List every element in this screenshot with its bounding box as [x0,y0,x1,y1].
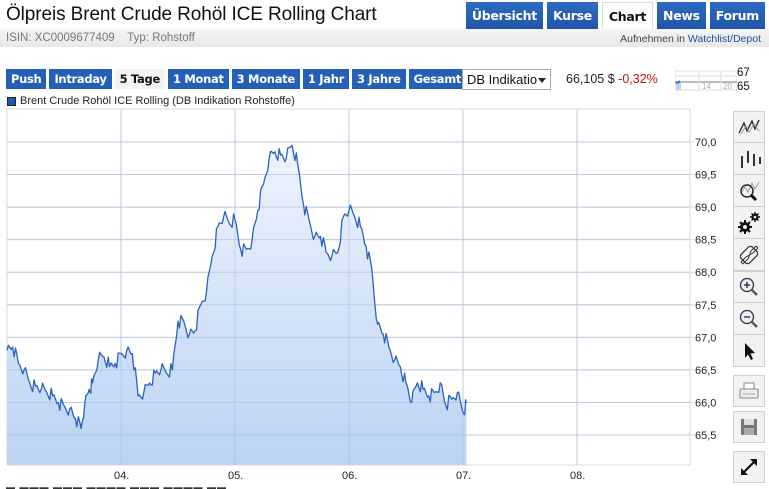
fullscreen-button[interactable] [733,451,765,483]
range-push-button[interactable]: Push [6,69,47,89]
tab-forum[interactable]: Forum [709,2,765,29]
price-chart[interactable]: 70,0 69,5 69,0 68,5 68,0 67,5 67,0 66,5 66,0 65,5… [0,100,730,489]
watchlist-link[interactable]: Watchlist/Depot [687,33,761,45]
ohlc-chart-icon [741,150,761,168]
tab-uebersicht[interactable]: Übersicht [465,2,543,29]
page-title: Ölpreis Brent Crude Rohöl ICE Rolling Ch… [6,4,377,25]
instrument-info: ISIN: XC0009677409 Typ: Rohstoff [6,32,195,44]
zoom-toolbar [733,271,765,367]
settings-button[interactable] [733,207,765,239]
svg-text:08.: 08. [570,470,585,482]
chevron-down-icon [538,78,546,83]
save-button[interactable] [733,411,765,443]
isin-label: ISIN: XC0009677409 [6,32,115,44]
svg-text:14: 14 [702,82,711,91]
range-1-monat-button[interactable]: 1 Monat [167,69,229,89]
watchlist-prompt: Aufnehmen in Watchlist/Depot [620,33,761,45]
mini-chart-bottom-label: 65 [737,81,750,93]
zoom-out-icon [739,309,758,328]
range-3-monate-button[interactable]: 3 Monate [231,69,300,89]
svg-text:68,5: 68,5 [695,235,716,247]
last-price: 66,105 $ [566,72,615,86]
zoom-in-button[interactable] [733,271,765,303]
mini-chart-graphic: 14 20 [675,70,737,91]
indicator-search-icon [740,181,760,201]
print-toolbar [733,375,765,407]
svg-text:06.: 06. [342,470,357,482]
type-label: Typ: Rohstoff [127,32,195,44]
zoom-in-icon [739,277,758,296]
quote: 66,105 $ -0,32% [566,72,658,86]
indicator-button[interactable] [733,175,765,207]
mini-chart-navigator[interactable]: 14 20 67 65 [675,67,765,93]
x-axis-labels: 04. 05. 06. 07. 08. [114,470,585,482]
fullscreen-toolbar [733,451,765,483]
main-nav: Übersicht Kurse Chart News Forum [465,2,765,30]
bottom-legend-cutoff: ▬ ▬▬▬ ▬▬▬ ▬▬▬▬ ▬▬▬ ▬▬▬▬ ▬▬ [6,482,228,489]
pointer-icon [745,342,755,360]
range-1-jahr-button[interactable]: 1 Jahr [302,69,349,89]
watchlist-prefix: Aufnehmen in [620,33,685,45]
svg-text:66,5: 66,5 [695,365,716,377]
chart-legend: Brent Crude Rohöl ICE Rolling (DB Indika… [7,95,295,107]
svg-text:07.: 07. [456,470,471,482]
svg-text:67,5: 67,5 [695,300,716,312]
svg-text:65,5: 65,5 [695,430,716,442]
zoom-out-button[interactable] [733,303,765,335]
svg-text:70,0: 70,0 [695,137,716,149]
fullscreen-icon [741,459,757,475]
svg-text:68,0: 68,0 [695,267,716,279]
range-selector: Push Intraday 5 Tage 1 Monat 3 Monate 1 … [6,69,467,89]
save-icon [741,419,757,435]
range-intraday-button[interactable]: Intraday [49,69,112,89]
range-gesamt-button[interactable]: Gesamt [408,69,467,89]
settings-gears-icon [738,211,760,234]
pointer-button[interactable] [733,335,765,367]
svg-text:20: 20 [723,82,732,91]
line-chart-button[interactable] [733,111,765,143]
mini-chart-top-label: 67 [737,67,750,79]
range-5-tage-button[interactable]: 5 Tage [114,69,165,89]
svg-text:69,0: 69,0 [695,202,716,214]
ohlc-chart-button[interactable] [733,143,765,175]
tab-kurse[interactable]: Kurse [546,2,598,29]
save-toolbar [733,411,765,443]
print-icon [739,382,759,399]
info-bar [0,29,769,47]
price-change: -0,32% [618,72,658,86]
price-line [6,144,468,430]
svg-text:66,0: 66,0 [695,397,716,409]
svg-text:04.: 04. [114,470,129,482]
tab-news[interactable]: News [657,2,706,29]
svg-text:69,5: 69,5 [695,170,716,182]
link-icon [739,245,759,264]
svg-text:67,0: 67,0 [695,332,716,344]
y-axis-labels: 70,0 69,5 69,0 68,5 68,0 67,5 67,0 66,5 66,0 65,5 [695,137,716,442]
exchange-select-value: DB Indikatio [467,72,538,87]
chart-type-toolbar [733,111,765,271]
print-button[interactable] [733,375,765,407]
exchange-select[interactable]: DB Indikatio [462,69,551,90]
svg-text:05.: 05. [228,470,243,482]
legend-swatch [7,96,16,106]
legend-label: Brent Crude Rohöl ICE Rolling (DB Indika… [20,95,295,107]
range-3-jahre-button[interactable]: 3 Jahre [351,69,406,89]
line-chart-icon [738,119,760,135]
chart-grid-overlay [7,109,690,465]
link-button[interactable] [733,239,765,271]
tab-chart[interactable]: Chart [601,2,654,30]
